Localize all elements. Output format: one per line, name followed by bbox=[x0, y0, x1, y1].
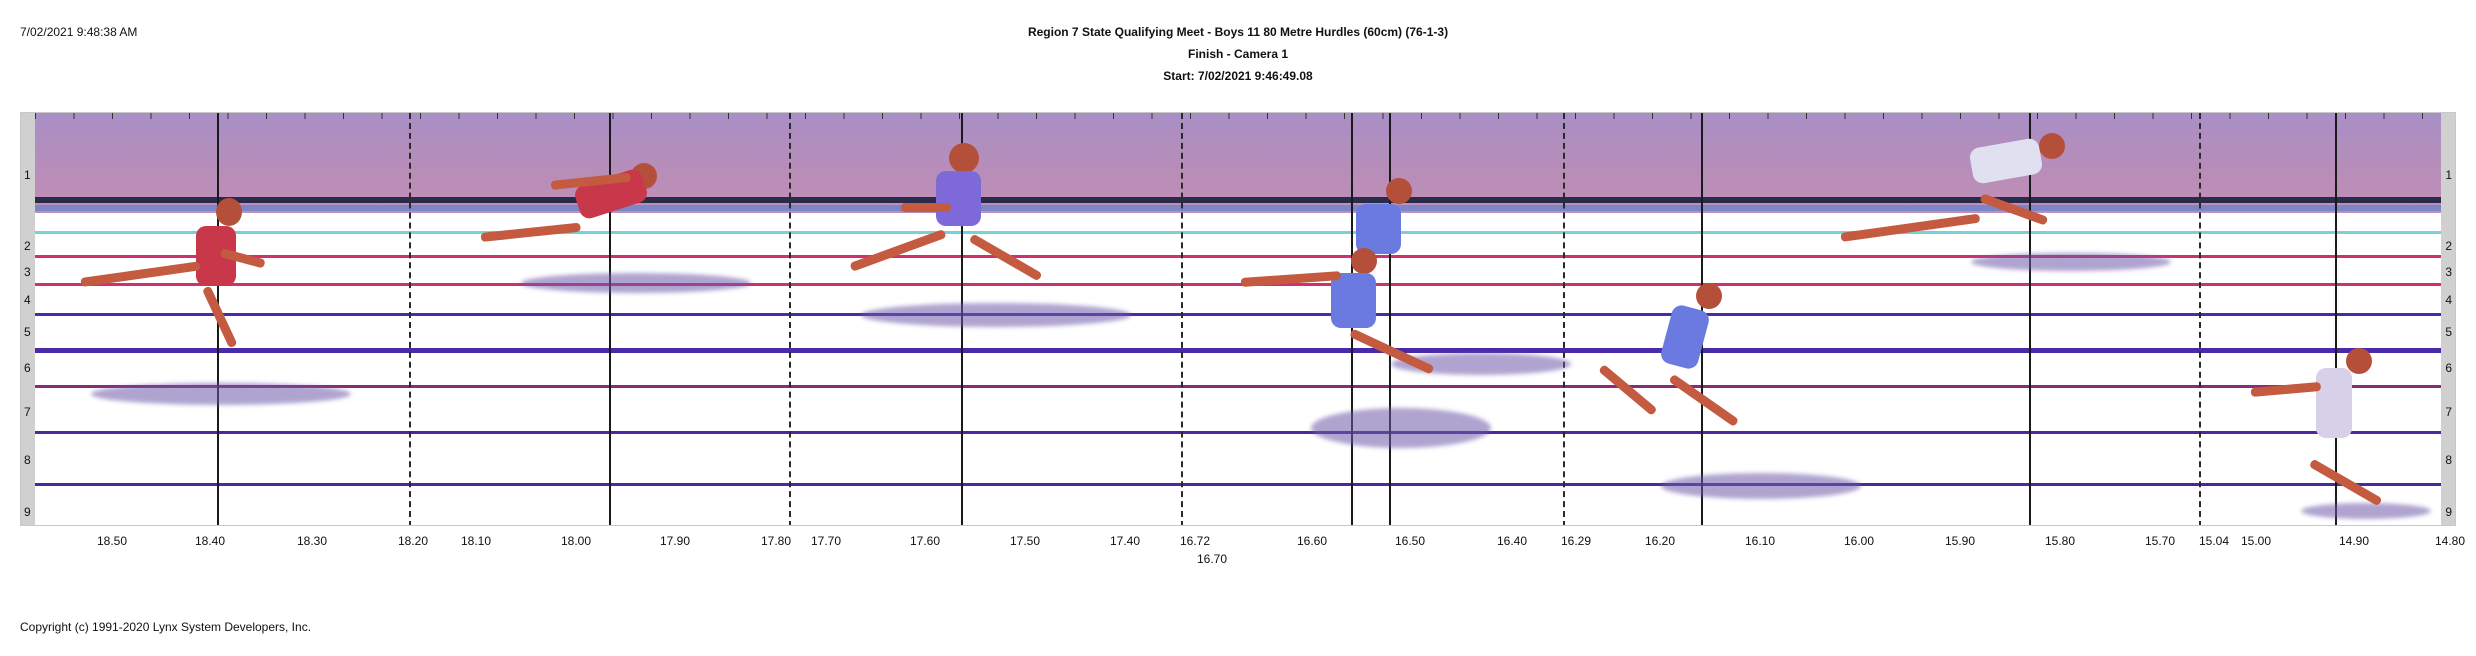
lane-label-right: 9 bbox=[2445, 505, 2452, 519]
runner-shadow bbox=[861, 303, 1131, 327]
lane-label-left: 9 bbox=[24, 505, 31, 519]
time-marker-line bbox=[2199, 113, 2201, 525]
runner-figure bbox=[1840, 133, 2071, 263]
lane-label-right: 5 bbox=[2445, 325, 2452, 339]
lane-strip-right bbox=[2441, 113, 2455, 525]
runner-shadow bbox=[1661, 473, 1861, 499]
lane-label-left: 4 bbox=[24, 293, 31, 307]
time-marker-line bbox=[789, 113, 791, 525]
time-marker-line bbox=[409, 113, 411, 525]
time-tick-label: 16.40 bbox=[1496, 534, 1528, 548]
time-marker-line bbox=[609, 113, 611, 525]
time-tick-label: 14.80 bbox=[2434, 534, 2466, 548]
time-tick-label: 15.00 bbox=[2240, 534, 2272, 548]
lane-label-right: 1 bbox=[2445, 168, 2452, 182]
runner-figure bbox=[841, 143, 1051, 293]
runner-shadow bbox=[91, 383, 351, 405]
lane-strip-left bbox=[21, 113, 35, 525]
runner-shadow bbox=[521, 273, 751, 293]
lane-line bbox=[35, 205, 2441, 211]
time-tick-label: 16.60 bbox=[1296, 534, 1328, 548]
time-tick-label: 14.90 bbox=[2338, 534, 2370, 548]
time-marker-line bbox=[2029, 113, 2031, 525]
lane-label-right: 4 bbox=[2445, 293, 2452, 307]
time-tick-label: 18.40 bbox=[194, 534, 226, 548]
time-marker-line bbox=[1563, 113, 1565, 525]
lane-line bbox=[35, 283, 2441, 286]
time-tick-label: 17.50 bbox=[1009, 534, 1041, 548]
time-tick-label: 15.90 bbox=[1944, 534, 1976, 548]
time-tick-label: 16.72 bbox=[1179, 534, 1211, 548]
time-tick-label: 18.50 bbox=[96, 534, 128, 548]
time-tick-label: 16.70 bbox=[1196, 552, 1228, 566]
runner-shadow bbox=[1971, 253, 2171, 271]
time-scale: 18.50 18.40 18.30 18.20 18.10 18.00 17.9… bbox=[20, 526, 2465, 566]
lane-label-left: 5 bbox=[24, 325, 31, 339]
lane-label-left: 2 bbox=[24, 239, 31, 253]
time-tick-label: 17.70 bbox=[810, 534, 842, 548]
finish-line-image[interactable]: 1 2 3 4 5 6 7 8 9 1 2 3 4 5 6 7 8 9 bbox=[20, 112, 2456, 526]
runner-figure bbox=[2250, 348, 2383, 508]
time-tick-label: 18.10 bbox=[460, 534, 492, 548]
lane-label-left: 3 bbox=[24, 265, 31, 279]
time-marker-line bbox=[1181, 113, 1183, 525]
lane-label-right: 2 bbox=[2445, 239, 2452, 253]
lane-label-right: 8 bbox=[2445, 453, 2452, 467]
lane-line bbox=[35, 197, 2441, 203]
time-marker-line bbox=[2335, 113, 2337, 525]
lane-line bbox=[35, 231, 2441, 234]
lane-label-right: 3 bbox=[2445, 265, 2452, 279]
time-tick-label: 18.20 bbox=[397, 534, 429, 548]
runner-figure bbox=[1240, 178, 1441, 378]
time-tick-label: 15.80 bbox=[2044, 534, 2076, 548]
time-tick-label: 18.00 bbox=[560, 534, 592, 548]
runner-figure bbox=[480, 163, 681, 283]
lane-line bbox=[35, 348, 2441, 353]
runner-shadow bbox=[2301, 503, 2431, 519]
time-tick-label: 18.30 bbox=[296, 534, 328, 548]
runner-shadow bbox=[1391, 353, 1571, 375]
time-tick-label: 16.50 bbox=[1394, 534, 1426, 548]
time-tick-label: 16.20 bbox=[1644, 534, 1676, 548]
time-tick-label: 17.90 bbox=[659, 534, 691, 548]
runner-figure bbox=[61, 198, 266, 358]
lane-line bbox=[35, 313, 2441, 316]
time-tick-label: 17.40 bbox=[1109, 534, 1141, 548]
capture-timestamp: 7/02/2021 9:48:38 AM bbox=[20, 25, 138, 39]
start-time: Start: 7/02/2021 9:46:49.08 bbox=[1163, 69, 1313, 83]
lane-label-left: 7 bbox=[24, 405, 31, 419]
copyright-notice: Copyright (c) 1991-2020 Lynx System Deve… bbox=[20, 620, 312, 634]
runner-figure bbox=[1598, 283, 1751, 443]
time-tick-label: 16.29 bbox=[1560, 534, 1592, 548]
lane-label-right: 6 bbox=[2445, 361, 2452, 375]
lane-line bbox=[35, 255, 2441, 258]
lane-label-right: 7 bbox=[2445, 405, 2452, 419]
time-tick-label: 16.00 bbox=[1843, 534, 1875, 548]
time-tick-label: 15.70 bbox=[2144, 534, 2176, 548]
time-tick-label: 15.04 bbox=[2198, 534, 2230, 548]
camera-label: Finish - Camera 1 bbox=[1187, 47, 1289, 61]
time-tick-label: 17.60 bbox=[909, 534, 941, 548]
lane-line bbox=[35, 385, 2441, 388]
event-title: Region 7 State Qualifying Meet - Boys 11… bbox=[1027, 25, 1449, 39]
top-tick-marks bbox=[35, 113, 2441, 119]
lane-label-left: 6 bbox=[24, 361, 31, 375]
lane-line bbox=[35, 483, 2441, 486]
lane-label-left: 8 bbox=[24, 453, 31, 467]
lane-line bbox=[35, 431, 2441, 434]
time-marker-line bbox=[1389, 113, 1391, 525]
time-tick-label: 16.10 bbox=[1744, 534, 1776, 548]
time-tick-label: 17.80 bbox=[760, 534, 792, 548]
runner-shadow bbox=[1311, 408, 1491, 448]
lane-label-left: 1 bbox=[24, 168, 31, 182]
